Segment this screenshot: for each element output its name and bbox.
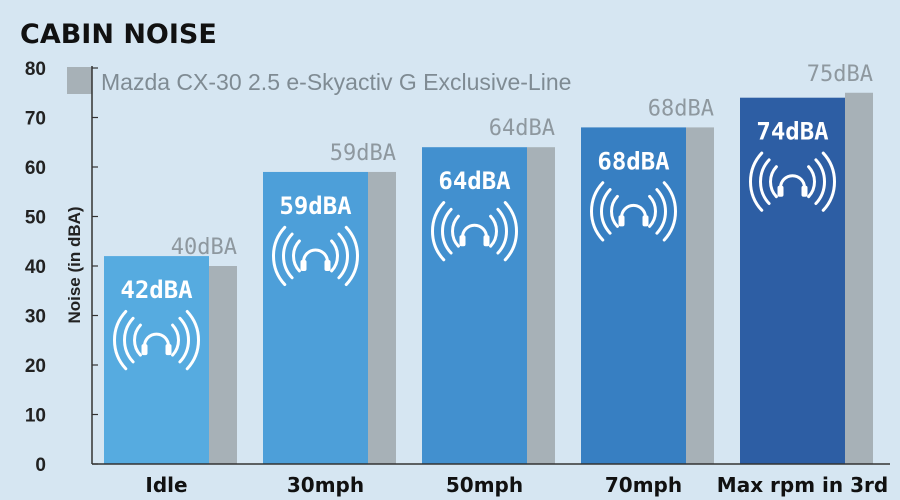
reference-value-label: 40dBA: [171, 235, 237, 260]
y-tick-label: 10: [25, 406, 46, 427]
bar-reference: [209, 266, 237, 464]
y-tick-label: 20: [25, 356, 46, 377]
bar-main: [581, 127, 686, 465]
y-tick-label: 80: [25, 59, 46, 80]
bar-main: [104, 256, 209, 464]
y-tick-label: 50: [25, 208, 46, 229]
bar-value-label: 64dBA: [438, 167, 511, 195]
y-tick-label: 60: [25, 158, 46, 179]
bar-reference: [527, 147, 555, 464]
bar-reference: [686, 127, 714, 465]
reference-value-label: 64dBA: [489, 116, 555, 141]
y-tick-label: 70: [25, 109, 46, 130]
bar-main: [263, 171, 368, 464]
reference-value-label: 59dBA: [330, 141, 396, 166]
y-tick-label: 0: [35, 455, 46, 476]
x-category-label: 70mph: [605, 473, 682, 497]
reference-value-label: 68dBA: [648, 96, 714, 121]
x-axis-categories: Idle 30mph 50mph 70mph Max rpm in 3rd: [145, 473, 888, 497]
y-axis-label: Noise (in dBA): [65, 206, 84, 323]
chart-title: CABIN NOISE: [20, 19, 217, 50]
headphones-sound-icon: [431, 201, 518, 262]
bars: 42dBA 40dBA 59dBA 59dBA 64dBA 64dBA 68dBA 68dBA…: [104, 62, 873, 465]
x-category-label: 30mph: [287, 473, 364, 497]
bar-reference: [368, 171, 396, 464]
legend-swatch: [67, 67, 92, 94]
x-category-label: Idle: [145, 473, 187, 497]
y-tick-label: 40: [25, 257, 46, 278]
headphones-sound-icon: [272, 225, 359, 287]
y-tick-label: 30: [25, 307, 46, 328]
bar-main: [740, 97, 845, 464]
headphones-sound-icon: [749, 151, 836, 212]
bar-value-label: 74dBA: [756, 118, 829, 146]
headphones-sound-icon: [590, 181, 677, 242]
legend-label: Mazda CX-30 2.5 e-Skyactiv G Exclusive-L…: [101, 69, 571, 95]
legend: Mazda CX-30 2.5 e-Skyactiv G Exclusive-L…: [67, 67, 571, 95]
bar-main: [422, 147, 527, 464]
reference-value-label: 75dBA: [807, 62, 873, 87]
bar-value-label: 68dBA: [597, 147, 670, 175]
bar-value-label: 59dBA: [279, 192, 352, 220]
bar-value-label: 42dBA: [120, 276, 193, 304]
x-category-label: 50mph: [446, 473, 523, 497]
bar-reference: [845, 92, 873, 464]
headphones-sound-icon: [113, 309, 200, 371]
x-category-label: Max rpm in 3rd: [717, 473, 888, 497]
y-axis-ticks: 0 10 20 30 40 50 60 70 80: [25, 59, 98, 476]
